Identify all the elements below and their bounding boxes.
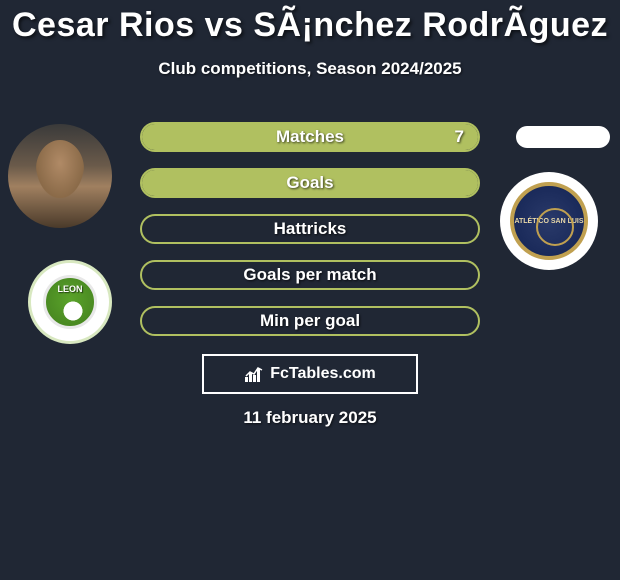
stat-row-min-per-goal: Min per goal bbox=[140, 306, 480, 336]
stat-row-matches: Matches 7 bbox=[140, 122, 480, 152]
player-left-avatar bbox=[8, 124, 112, 228]
bar-chart-icon bbox=[244, 365, 266, 383]
sanluis-crest-icon: ATLÉTICO SAN LUIS bbox=[510, 182, 588, 260]
club-right-badge: ATLÉTICO SAN LUIS bbox=[500, 172, 598, 270]
stat-row-goals: Goals bbox=[140, 168, 480, 198]
source-label: FcTables.com bbox=[270, 365, 376, 383]
player-right-pill bbox=[516, 126, 610, 148]
stat-label: Goals bbox=[286, 173, 333, 193]
stat-label: Goals per match bbox=[243, 265, 376, 285]
sanluis-crest-label: ATLÉTICO SAN LUIS bbox=[514, 218, 583, 225]
date-label: 11 february 2025 bbox=[0, 408, 620, 428]
page-title: Cesar Rios vs SÃ¡nchez RodrÃ­guez bbox=[0, 0, 620, 45]
club-left-badge: LEON bbox=[28, 260, 112, 344]
leon-crest-icon: LEON bbox=[43, 275, 97, 329]
stat-label: Min per goal bbox=[260, 311, 360, 331]
source-attribution: FcTables.com bbox=[202, 354, 418, 394]
stat-value-left: 7 bbox=[455, 127, 464, 147]
stat-label: Matches bbox=[276, 127, 344, 147]
stat-row-goals-per-match: Goals per match bbox=[140, 260, 480, 290]
page-subtitle: Club competitions, Season 2024/2025 bbox=[0, 59, 620, 79]
stats-container: Matches 7 Goals Hattricks Goals per matc… bbox=[140, 122, 480, 352]
stat-row-hattricks: Hattricks bbox=[140, 214, 480, 244]
stat-label: Hattricks bbox=[274, 219, 347, 239]
